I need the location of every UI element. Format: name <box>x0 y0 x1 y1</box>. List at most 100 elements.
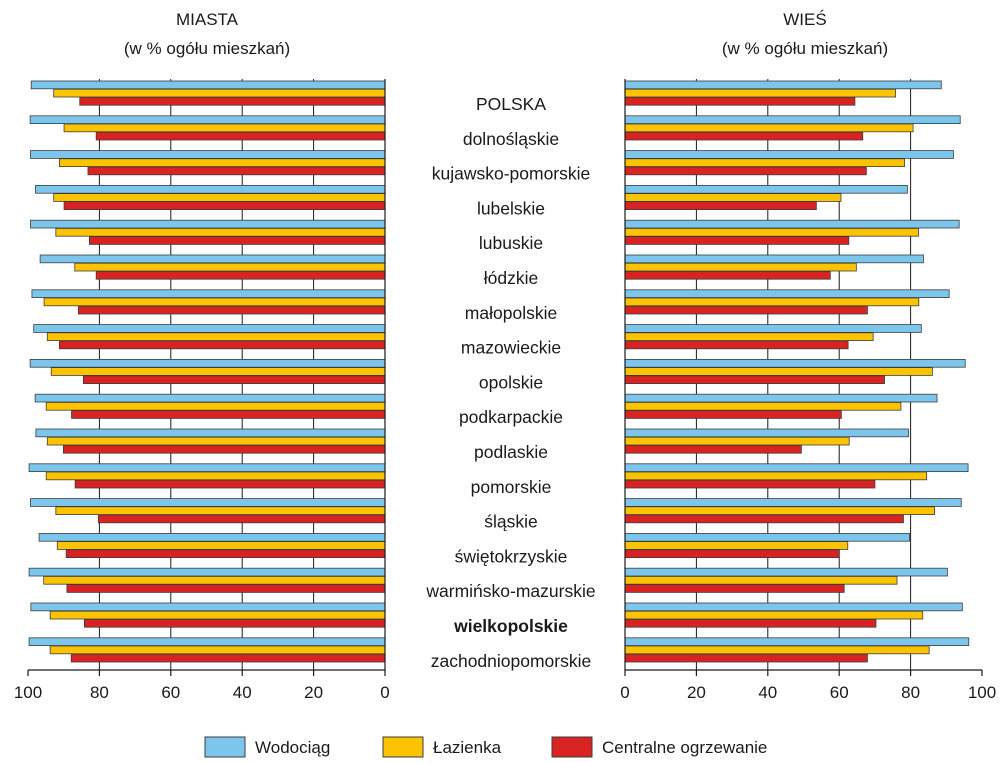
bar-wies-lazienka-podkarpackie <box>624 401 902 411</box>
category-label-slaskie: śląskie <box>484 512 538 532</box>
bar-miasta-wodociag-warminsko-mazurskie <box>28 567 386 577</box>
bar-miasta-lazienka-slaskie <box>55 506 386 515</box>
bar-wies-centralne-ogrzewanie-dolnoslaskie <box>624 131 864 141</box>
panel-subtitle-miasta: (w % ogółu mieszkań) <box>124 39 290 58</box>
bar-miasta-lazienka-podlaskie <box>46 436 386 446</box>
bar-miasta-centralne-ogrzewanie-lubelskie <box>63 201 386 211</box>
bar-miasta-wodociag-zachodniopomorskie <box>28 637 386 646</box>
bar-miasta-centralne-ogrzewanie-lodzkie <box>95 270 386 280</box>
panel-title-miasta: MIASTA <box>176 10 239 29</box>
bar-miasta-centralne-ogrzewanie-dolnoslaskie <box>95 131 386 141</box>
bar-miasta-wodociag-slaskie <box>30 498 386 507</box>
category-label-opolskie: opolskie <box>479 372 543 392</box>
bar-miasta-centralne-ogrzewanie-zachodniopomorskie <box>70 653 386 663</box>
category-label-pomorskie: pomorskie <box>471 477 552 497</box>
bar-miasta-lazienka-dolnoslaskie <box>63 123 386 133</box>
tick-label-wies-20: 20 <box>687 683 706 702</box>
bar-miasta-lazienka-lodzkie <box>74 262 386 272</box>
bar-miasta-centralne-ogrzewanie-swietokrzyskie <box>65 549 386 558</box>
bar-wies-wodociag-podlaskie <box>624 428 909 438</box>
panel-miasta: MIASTA (w % ogółu mieszkań) 100 80 60 40 20 0 <box>14 10 390 702</box>
bar-wies-wodociag-zachodniopomorskie <box>624 637 970 646</box>
bar-wies-centralne-ogrzewanie-swietokrzyskie <box>624 549 840 558</box>
bar-wies-lazienka-pomorskie <box>624 471 928 481</box>
bar-miasta-centralne-ogrzewanie-warminsko-mazurskie <box>66 584 386 593</box>
bar-wies-lazienka-lubuskie <box>624 227 919 237</box>
tick-label-wies-40: 40 <box>758 683 777 702</box>
bar-wies-lazienka-wielkopolskie <box>624 610 924 620</box>
category-label-malopolskie: małopolskie <box>465 303 557 323</box>
bar-wies-lazienka-polska <box>624 88 897 98</box>
bar-miasta-wodociag-polska <box>30 80 386 90</box>
tick-label-wies-60: 60 <box>830 683 849 702</box>
bar-wies-lazienka-malopolskie <box>624 297 920 307</box>
category-label-wielkopolskie: wielkopolskie <box>453 616 568 636</box>
bar-wies-centralne-ogrzewanie-warminsko-mazurskie <box>624 584 845 593</box>
bar-wies-wodociag-polska <box>624 80 942 90</box>
bar-miasta-lazienka-zachodniopomorskie <box>49 645 386 655</box>
category-label-dolnoslaskie: dolnośląskie <box>463 129 559 149</box>
bar-wies-centralne-ogrzewanie-pomorskie <box>624 479 876 489</box>
legend-label-wodociag: Wodociąg <box>255 738 330 757</box>
bar-wies-lazienka-podlaskie <box>624 436 850 446</box>
tick-label-miasta-60: 60 <box>161 683 180 702</box>
bar-miasta-lazienka-lubuskie <box>55 227 386 237</box>
bar-wies-wodociag-opolskie <box>624 358 966 368</box>
bar-wies-wodociag-dolnoslaskie <box>624 115 961 125</box>
tick-label-wies-0: 0 <box>620 683 629 702</box>
bar-miasta-wodociag-pomorskie <box>28 463 386 472</box>
tick-label-wies-100: 100 <box>968 683 996 702</box>
bar-wies-centralne-ogrzewanie-podkarpackie <box>624 410 842 419</box>
bar-wies-wodociag-lubuskie <box>624 219 960 229</box>
bar-miasta-lazienka-opolskie <box>50 367 386 376</box>
bar-wies-wodociag-podkarpackie <box>624 393 938 403</box>
bar-miasta-centralne-ogrzewanie-podkarpackie <box>71 410 386 419</box>
bar-wies-wodociag-wielkopolskie <box>624 602 963 612</box>
bar-wies-wodociag-lubelskie <box>624 184 908 194</box>
category-label-lubuskie: lubuskie <box>479 233 543 253</box>
category-label-podkarpackie: podkarpackie <box>459 407 563 427</box>
bar-wies-wodociag-swietokrzyskie <box>624 533 910 542</box>
bar-wies-wodociag-pomorskie <box>624 463 969 472</box>
category-label-podlaskie: podlaskie <box>474 442 548 462</box>
legend-swatch-lazienka <box>382 736 424 758</box>
bar-wies-centralne-ogrzewanie-lubelskie <box>624 201 817 211</box>
bar-wies-lazienka-zachodniopomorskie <box>624 645 930 655</box>
category-label-polska: POLSKA <box>476 94 546 114</box>
bar-wies-lazienka-kujawsko-pomorskie <box>624 158 905 168</box>
bar-wies-wodociag-lodzkie <box>624 254 924 264</box>
bar-miasta-wodociag-opolskie <box>29 358 386 368</box>
bar-miasta-wodociag-kujawsko-pomorskie <box>30 150 386 159</box>
legend-swatch-wodociag <box>204 736 246 758</box>
bar-miasta-lazienka-podkarpackie <box>45 401 386 411</box>
bar-wies-centralne-ogrzewanie-slaskie <box>624 514 904 524</box>
category-label-mazowieckie: mazowieckie <box>461 338 561 358</box>
bar-miasta-centralne-ogrzewanie-pomorskie <box>74 479 386 489</box>
legend: Wodociąg Łazienka Centralne ogrzewanie <box>204 736 767 758</box>
bar-miasta-centralne-ogrzewanie-slaskie <box>97 514 386 524</box>
bar-wies-lazienka-slaskie <box>624 506 935 515</box>
bar-miasta-centralne-ogrzewanie-opolskie <box>82 375 386 384</box>
bar-wies-lazienka-lubelskie <box>624 193 842 202</box>
bar-miasta-lazienka-wielkopolskie <box>49 610 386 620</box>
tick-label-miasta-20: 20 <box>304 683 323 702</box>
bar-miasta-centralne-ogrzewanie-wielkopolskie <box>84 619 386 628</box>
legend-label-centralne-ogrzewanie: Centralne ogrzewanie <box>602 738 767 757</box>
bar-miasta-lazienka-polska <box>53 88 386 98</box>
bar-wies-centralne-ogrzewanie-opolskie <box>624 375 885 384</box>
bar-wies-centralne-ogrzewanie-polska <box>624 97 856 106</box>
bar-wies-centralne-ogrzewanie-lubuskie <box>624 236 850 245</box>
bar-miasta-wodociag-malopolskie <box>31 289 386 298</box>
bar-miasta-wodociag-lodzkie <box>39 254 386 264</box>
bar-miasta-wodociag-podkarpackie <box>34 393 386 403</box>
category-label-lodzkie: łódzkie <box>484 268 538 288</box>
bar-wies-lazienka-opolskie <box>624 367 933 376</box>
bar-miasta-lazienka-pomorskie <box>45 471 386 481</box>
category-label-swietokrzyskie: świętokrzyskie <box>455 546 568 566</box>
bar-wies-centralne-ogrzewanie-kujawsko-pomorskie <box>624 166 867 176</box>
bar-wies-lazienka-lodzkie <box>624 262 857 272</box>
bar-miasta-centralne-ogrzewanie-podlaskie <box>62 444 386 454</box>
bar-wies-wodociag-slaskie <box>624 498 962 507</box>
bar-miasta-lazienka-swietokrzyskie <box>56 541 386 550</box>
